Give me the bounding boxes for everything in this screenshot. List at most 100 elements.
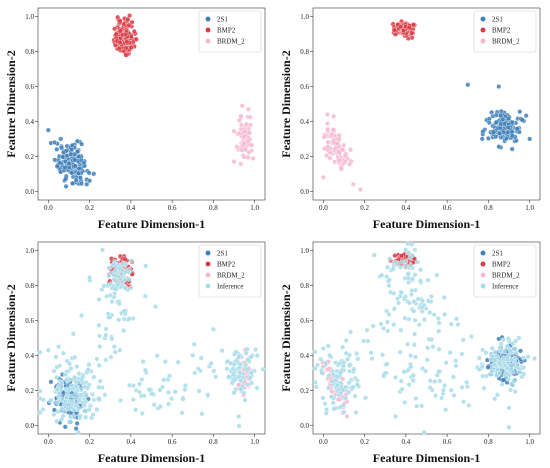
data-point	[117, 18, 123, 24]
data-point	[480, 129, 486, 135]
data-point	[428, 294, 434, 300]
data-point	[237, 361, 243, 367]
data-point	[399, 290, 405, 296]
y-axis-label: Feature Dimension-2	[279, 284, 293, 391]
data-point	[370, 323, 376, 329]
data-point	[371, 252, 377, 258]
data-point	[120, 260, 126, 266]
data-point	[161, 377, 167, 383]
data-point	[418, 267, 424, 273]
data-point	[479, 136, 485, 142]
data-point	[322, 401, 328, 407]
data-point	[63, 394, 69, 400]
y-tick: 0.0	[25, 188, 38, 196]
data-point	[345, 356, 351, 362]
svg-text:BMP2: BMP2	[492, 27, 511, 35]
data-point	[324, 147, 330, 153]
x-tick: 0.6	[443, 434, 452, 446]
svg-text:1.0: 1.0	[25, 13, 34, 21]
data-point	[54, 364, 60, 370]
y-tick: 0.8	[300, 282, 313, 290]
data-point	[69, 142, 75, 148]
y-tick: 0.2	[300, 387, 313, 395]
data-point	[354, 350, 360, 356]
data-point	[425, 298, 431, 304]
data-point	[405, 341, 411, 347]
data-point	[436, 346, 442, 352]
svg-text:0.8: 0.8	[484, 438, 493, 446]
data-point	[241, 141, 247, 147]
data-point	[437, 378, 443, 384]
data-point	[326, 373, 332, 379]
svg-text:0.4: 0.4	[300, 352, 309, 360]
data-point	[153, 304, 159, 310]
y-tick: 0.8	[25, 48, 38, 56]
data-point	[519, 117, 525, 123]
data-point	[175, 359, 181, 365]
data-point	[348, 147, 354, 153]
data-point	[431, 312, 437, 318]
svg-text:BMP2: BMP2	[217, 27, 236, 35]
data-point	[231, 390, 237, 396]
data-point	[476, 367, 482, 372]
data-point	[74, 138, 80, 144]
data-point	[121, 308, 127, 314]
scatter-panel-top-left: 0.0 0.0 0.2 0.2 0.4 0.4 0.6 0.6 0.8 0.8 1.0 1.0 Feat…	[0, 0, 275, 234]
data-point	[94, 356, 100, 362]
data-point	[392, 253, 398, 259]
svg-text:1.0: 1.0	[300, 247, 309, 255]
data-point	[117, 347, 123, 353]
data-point	[51, 368, 57, 374]
svg-text:0.8: 0.8	[209, 438, 218, 446]
data-point	[332, 146, 338, 152]
data-point	[343, 350, 349, 356]
scatter-plot: 0.0 0.0 0.2 0.2 0.4 0.4 0.6 0.6 0.8 0.8 1.0 1.0 Feat…	[4, 241, 266, 465]
data-point	[241, 134, 247, 139]
data-point	[96, 396, 102, 402]
data-point	[330, 127, 336, 133]
data-point	[412, 354, 418, 360]
data-point	[323, 410, 329, 416]
data-point	[151, 402, 157, 408]
data-point	[233, 349, 239, 355]
svg-text:0.6: 0.6	[300, 317, 309, 325]
x-tick: 0.6	[168, 200, 177, 212]
data-point	[433, 393, 439, 399]
data-point	[342, 159, 348, 165]
data-point	[450, 374, 456, 380]
data-point	[402, 400, 408, 405]
data-point	[182, 383, 188, 389]
data-point	[505, 336, 511, 342]
data-point	[139, 376, 145, 382]
data-point	[460, 337, 466, 343]
svg-text:0.0: 0.0	[25, 188, 34, 196]
data-point	[123, 52, 129, 58]
data-point	[379, 272, 385, 278]
legend-item: BRDM_2	[205, 38, 245, 46]
data-point	[327, 352, 333, 358]
data-point	[86, 170, 92, 176]
data-point	[37, 410, 43, 416]
data-point	[116, 301, 122, 307]
data-point	[79, 181, 84, 187]
data-point	[343, 395, 349, 401]
data-point	[45, 127, 51, 133]
y-axis-label: Feature Dimension-2	[4, 50, 18, 157]
data-point	[391, 322, 397, 328]
data-point	[469, 333, 475, 339]
data-point	[409, 30, 415, 36]
data-point	[52, 139, 57, 145]
data-point	[109, 336, 115, 342]
data-point	[55, 399, 61, 405]
data-point	[505, 116, 511, 122]
svg-text:0.8: 0.8	[300, 48, 309, 56]
data-point	[166, 401, 172, 407]
data-point	[157, 387, 163, 393]
data-point	[59, 379, 64, 385]
data-point	[384, 361, 390, 367]
data-point	[402, 247, 408, 253]
data-point	[427, 378, 433, 384]
data-point	[493, 112, 499, 118]
data-point	[520, 355, 526, 361]
data-point	[97, 378, 103, 384]
